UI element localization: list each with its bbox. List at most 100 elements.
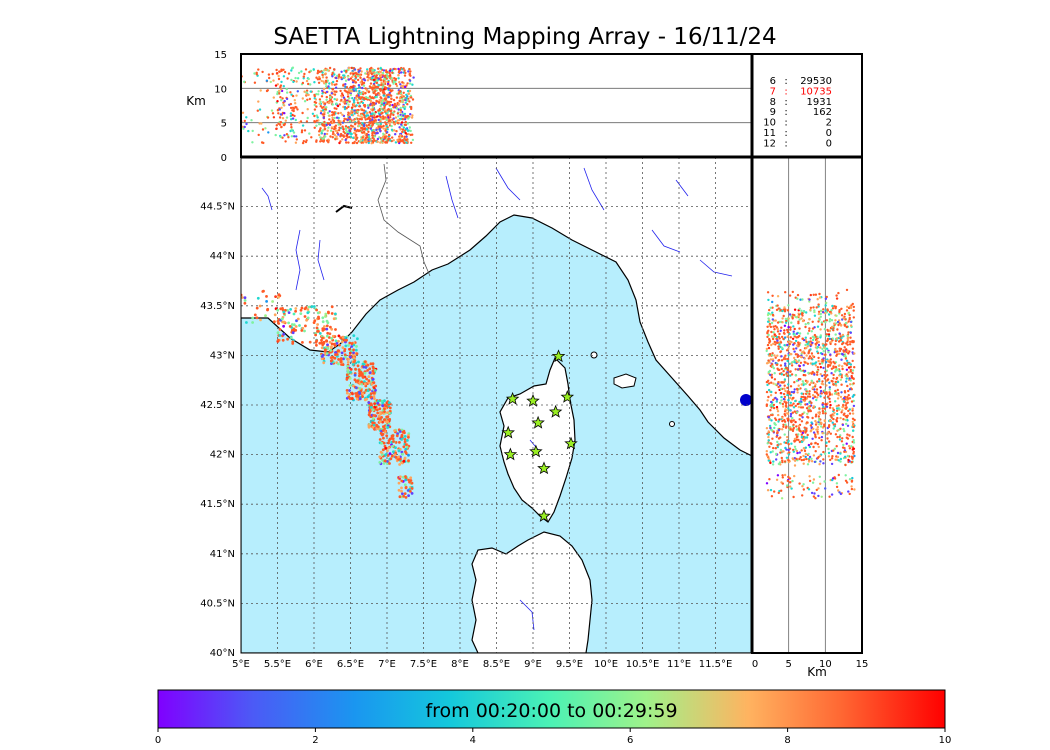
- top-lightning-point: [313, 114, 316, 118]
- top-lightning-point: [344, 85, 347, 89]
- right-lightning-point: [834, 458, 837, 461]
- top-lightning-point: [347, 105, 350, 109]
- right-lightning-point: [790, 364, 794, 367]
- right-lightning-point: [818, 407, 821, 410]
- right-lightning-point: [809, 337, 812, 340]
- right-lightning-point: [833, 411, 836, 415]
- right-lightning-point: [782, 314, 785, 318]
- right-lightning-point: [845, 363, 849, 367]
- top-lightning-point: [283, 99, 286, 103]
- top-lightning-point: [362, 130, 366, 134]
- lightning-point: [355, 345, 358, 348]
- station-count-n: 10: [763, 118, 776, 129]
- right-lightning-point: [772, 382, 775, 385]
- top-lightning-point: [354, 134, 358, 137]
- right-lightning-point: [797, 354, 800, 358]
- right-lightning-point: [825, 361, 828, 364]
- lightning-point: [361, 395, 364, 398]
- lightning-point: [316, 323, 319, 326]
- right-lightning-point: [818, 362, 822, 365]
- top-lightning-point: [361, 122, 364, 125]
- right-lightning-point: [781, 450, 784, 453]
- top-lightning-point: [358, 89, 361, 93]
- right-lightning-point: [792, 495, 795, 499]
- top-lightning-point: [337, 75, 341, 78]
- lightning-point: [391, 444, 394, 448]
- station-star-icon: [529, 444, 543, 458]
- top-lightning-point: [334, 86, 338, 89]
- right-lightning-point: [788, 342, 791, 346]
- top-lightning-point: [321, 137, 324, 140]
- right-lightning-point: [846, 375, 849, 378]
- right-lightning-point: [850, 455, 854, 458]
- lightning-point: [294, 307, 298, 310]
- right-lightning-point: [814, 435, 817, 438]
- top-lightning-point: [362, 90, 365, 94]
- top-lightning-point: [398, 99, 401, 103]
- right-lightning-point: [794, 420, 797, 424]
- right-lightning-point: [787, 304, 790, 307]
- top-lightning-point: [353, 109, 356, 112]
- right-lightning-point: [798, 427, 801, 431]
- top-lightning-point: [371, 106, 375, 109]
- top-lightning-point: [347, 141, 350, 144]
- lightning-point: [386, 415, 390, 419]
- top-lightning-point: [324, 79, 328, 83]
- top-lightning-point: [243, 119, 246, 123]
- top-lightning-point: [386, 101, 389, 104]
- top-lightning-point: [409, 129, 412, 133]
- right-lightning-point: [806, 463, 810, 466]
- right-lightning-point: [798, 364, 801, 368]
- top-lightning-point: [262, 141, 265, 145]
- top-lightning-point: [326, 122, 329, 125]
- top-lightning-point: [309, 90, 312, 93]
- top-lightning-point: [375, 128, 378, 132]
- lightning-point: [262, 289, 265, 293]
- right-lightning-point: [779, 387, 783, 390]
- lightning-point: [366, 395, 370, 399]
- right-lightning-point: [829, 342, 832, 346]
- right-lightning-point: [832, 408, 835, 412]
- right-lightning-point: [823, 407, 827, 410]
- lightning-point: [324, 346, 328, 349]
- right-lightning-point: [805, 407, 809, 410]
- right-lightning-point: [840, 307, 843, 310]
- lightning-point: [339, 336, 342, 340]
- top-lightning-point: [378, 88, 382, 91]
- top-lightning-point: [404, 120, 407, 124]
- sardinia-island: [471, 531, 593, 653]
- right-lightning-point: [784, 389, 787, 393]
- top-lightning-point: [307, 82, 310, 86]
- right-lightning-point: [788, 313, 792, 316]
- top-lightning-point: [324, 72, 327, 75]
- top-lightning-point: [323, 102, 327, 105]
- right-lightning-point: [793, 308, 797, 311]
- right-panel-x-ticks: 0 5 10 15: [752, 659, 869, 670]
- top-lightning-point: [362, 104, 366, 107]
- lightning-point: [376, 411, 380, 415]
- top-lightning-point: [356, 110, 359, 114]
- station-count-value: 162: [813, 107, 832, 118]
- top-lightning-point: [281, 97, 284, 100]
- right-lightning-point: [799, 403, 802, 406]
- top-lightning-point: [330, 126, 334, 129]
- top-lightning-point: [311, 112, 315, 116]
- lightning-point: [393, 429, 396, 432]
- right-lightning-point: [811, 370, 814, 374]
- right-lightning-point: [835, 297, 839, 300]
- right-lightning-point: [800, 312, 804, 316]
- right-lightning-point: [837, 369, 840, 372]
- top-lightning-point: [243, 125, 246, 129]
- right-lightning-point: [800, 383, 803, 386]
- right-lightning-point: [808, 455, 812, 459]
- lightning-point: [397, 455, 400, 459]
- top-lightning-point: [382, 117, 385, 120]
- right-lightning-point: [793, 439, 796, 443]
- right-lightning-point: [845, 422, 848, 426]
- top-lightning-point: [267, 131, 270, 134]
- right-lightning-point: [778, 368, 781, 372]
- lightning-point: [277, 296, 280, 299]
- lightning-point: [381, 404, 385, 408]
- lightning-point: [357, 360, 360, 364]
- right-lightning-point: [822, 450, 825, 454]
